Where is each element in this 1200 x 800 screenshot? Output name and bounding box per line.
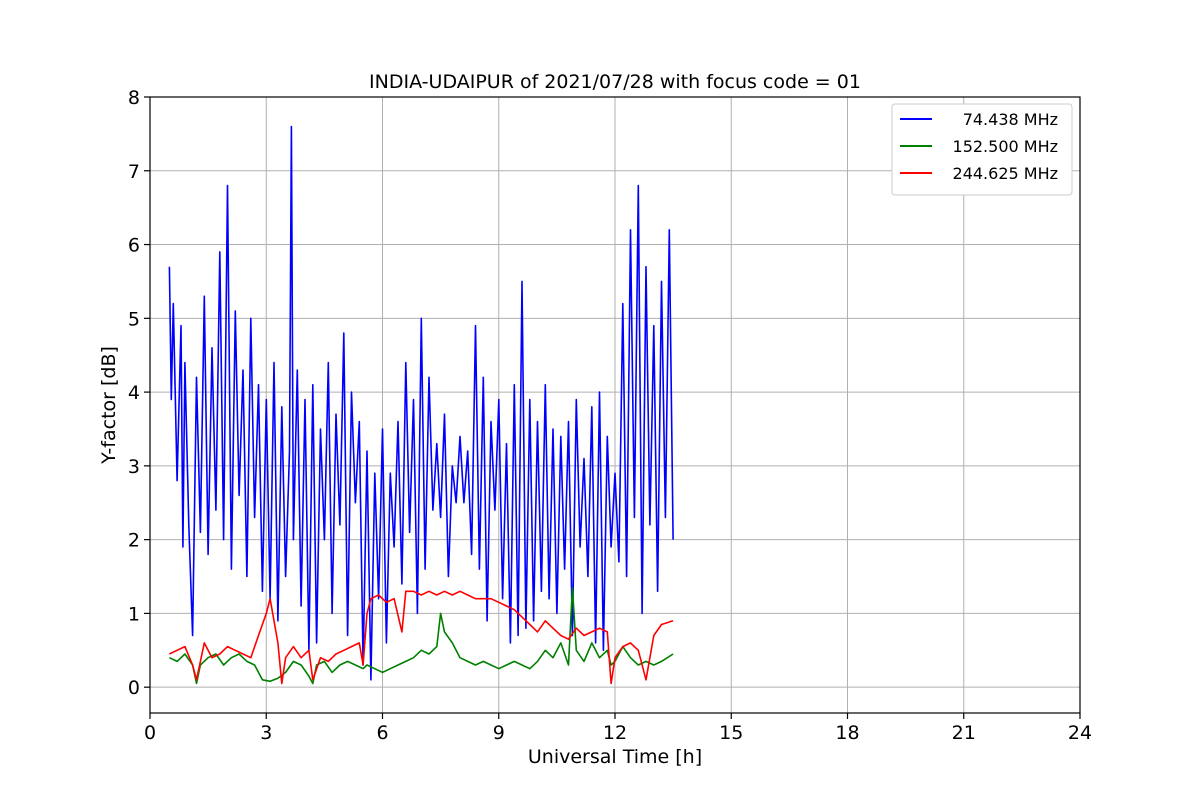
x-tick-label: 24 bbox=[1068, 722, 1092, 744]
series-line-1 bbox=[168, 125, 674, 681]
legend-label-2: 152.500 MHz bbox=[953, 137, 1058, 156]
y-tick-label: 6 bbox=[128, 235, 140, 257]
x-tick-label: 12 bbox=[603, 722, 627, 744]
legend-label-3: 244.625 MHz bbox=[953, 164, 1058, 183]
x-tick-label: 18 bbox=[835, 722, 859, 744]
legend: 74.438 MHz 152.500 MHz 244.625 MHz bbox=[891, 103, 1073, 196]
y-tick-label: 4 bbox=[128, 382, 140, 404]
legend-label-1: 74.438 MHz bbox=[963, 110, 1058, 129]
x-tick-label: 15 bbox=[719, 722, 743, 744]
legend-box bbox=[891, 103, 1073, 196]
x-axis: 0 3 6 9 12 15 18 21 24 bbox=[144, 713, 1092, 744]
y-tick-label: 8 bbox=[128, 87, 140, 109]
y-tick-label: 5 bbox=[128, 308, 140, 330]
plot-area bbox=[168, 125, 674, 685]
chart-title: INDIA-UDAIPUR of 2021/07/28 with focus c… bbox=[369, 71, 861, 93]
y-tick-label: 2 bbox=[128, 530, 140, 552]
x-tick-label: 9 bbox=[493, 722, 505, 744]
series-line-3 bbox=[169, 590, 674, 685]
x-tick-label: 0 bbox=[144, 722, 156, 744]
y-tick-label: 1 bbox=[128, 603, 140, 625]
y-axis-label: Y-factor [dB] bbox=[98, 346, 120, 465]
x-tick-label: 21 bbox=[952, 722, 976, 744]
y-tick-label: 0 bbox=[128, 677, 140, 699]
x-tick-label: 3 bbox=[260, 722, 272, 744]
y-axis: 0 1 2 3 4 5 6 7 8 bbox=[128, 87, 150, 699]
x-tick-label: 6 bbox=[376, 722, 388, 744]
y-tick-label: 3 bbox=[128, 456, 140, 478]
x-axis-label: Universal Time [h] bbox=[528, 746, 702, 768]
y-tick-label: 7 bbox=[128, 161, 140, 183]
series-line-2 bbox=[169, 586, 674, 685]
